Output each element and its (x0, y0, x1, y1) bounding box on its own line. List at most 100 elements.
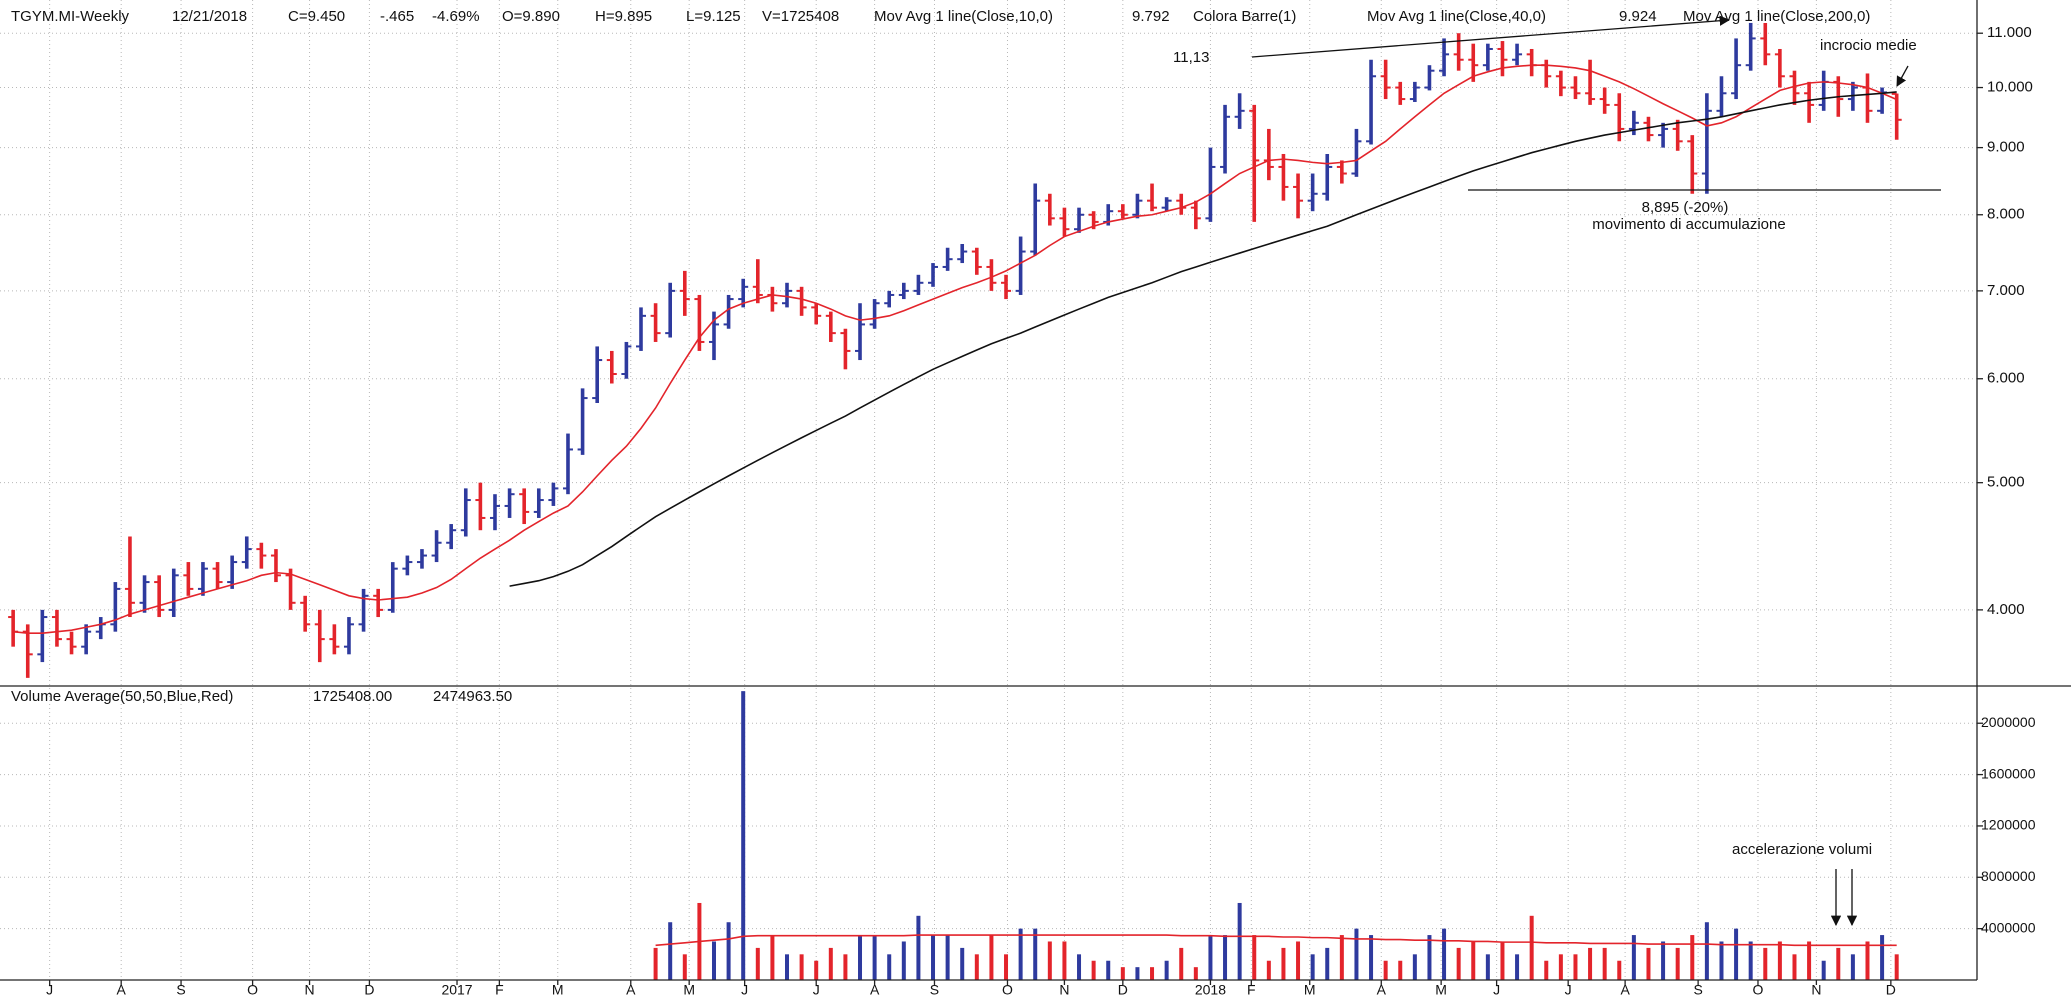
y-tick-label: 1600000 (1981, 765, 2036, 781)
annotation-arrow (1251, 15, 1731, 58)
volume-bar (1865, 941, 1870, 980)
volume-bar (872, 935, 877, 980)
volume-bar (1573, 954, 1578, 980)
volume-bar (1894, 954, 1899, 980)
x-tick-label: J (813, 982, 820, 998)
x-tick-label: D (1118, 982, 1128, 998)
annotation-arrow (1896, 65, 1909, 87)
x-tick-label: S (930, 982, 939, 998)
header-text: -.465 (380, 8, 414, 25)
x-tick-label: M (1435, 982, 1447, 998)
x-tick-label: O (1753, 982, 1764, 998)
x-tick-label: S (176, 982, 185, 998)
volume-bar (1237, 902, 1242, 980)
volume-bar (1690, 935, 1695, 980)
volume-bar (1836, 947, 1841, 980)
volume-bar (1150, 967, 1155, 980)
x-tick-label: N (1811, 982, 1821, 998)
volume-bar (1471, 941, 1476, 980)
annotation: incrocio medie (1820, 37, 1917, 54)
volume-bar (1281, 947, 1286, 980)
volume-bar (1223, 935, 1228, 980)
volume-bar (1208, 935, 1213, 980)
y-tick-label: 9.000 (1987, 139, 2025, 156)
volume-bar (960, 947, 965, 980)
volume-bar (1077, 954, 1082, 980)
volume-bar (668, 922, 673, 980)
volume-bar (1763, 947, 1768, 980)
volume-bar (1033, 928, 1038, 980)
volume-bar (1310, 954, 1315, 980)
volume-bar (1339, 935, 1344, 980)
volume-bar (1120, 967, 1125, 980)
volume-bar (755, 947, 760, 980)
volume-bar (653, 947, 658, 980)
header-text: 2474963.50 (433, 688, 512, 705)
volume-bar (1296, 941, 1301, 980)
header-text: Colora Barre(1) (1193, 8, 1296, 25)
x-tick-label: M (552, 982, 564, 998)
y-tick-label: 8000000 (1981, 868, 2036, 884)
header-text: Mov Avg 1 line(Close,10,0) (874, 8, 1053, 25)
volume-bar (1047, 941, 1052, 980)
x-tick-label: 2017 (441, 982, 472, 998)
volume-bar (1193, 967, 1198, 980)
volume-bar (1427, 935, 1432, 980)
volume-bar (1106, 960, 1111, 980)
volume-bar (1515, 954, 1520, 980)
x-tick-label: D (364, 982, 374, 998)
volume-bar (1646, 947, 1651, 980)
volume-bar (1004, 954, 1009, 980)
volume-bar (1748, 941, 1753, 980)
y-tick-label: 10.000 (1987, 79, 2033, 96)
grid (0, 0, 1977, 980)
volume-bar (858, 935, 863, 980)
header-text: -4.69% (432, 8, 480, 25)
x-tick-label: F (495, 982, 504, 998)
volume-bar (945, 935, 950, 980)
marks (8, 22, 1902, 980)
volume-bar (1631, 935, 1636, 980)
plot-background (0, 0, 1977, 980)
volume-bar (1500, 941, 1505, 980)
volume-bar (1588, 947, 1593, 980)
header-text: Mov Avg 1 line(Close,40,0) (1367, 8, 1546, 25)
volume-bar (901, 941, 906, 980)
y-tick-label: 5.000 (1987, 474, 2025, 491)
header-text: H=9.895 (595, 8, 652, 25)
x-tick-label: O (1002, 982, 1013, 998)
volume-bar (828, 947, 833, 980)
x-tick-label: A (117, 982, 127, 998)
y-tick-label: 4.000 (1987, 601, 2025, 618)
header-text: 12/21/2018 (172, 8, 247, 25)
y-tick-label: 4000000 (1981, 919, 2036, 935)
moving-average (509, 91, 1897, 587)
header-text: C=9.450 (288, 8, 345, 25)
header-text: TGYM.MI-Weekly (11, 8, 130, 25)
volume-bar (843, 954, 848, 980)
y-tick-label: 8.000 (1987, 206, 2025, 223)
volume-bar (682, 954, 687, 980)
volume-bar (785, 954, 790, 980)
header-text: Mov Avg 1 line(Close,200,0) (1683, 8, 1870, 25)
volume-bar (1777, 941, 1782, 980)
header-text: L=9.125 (686, 8, 741, 25)
volume-bar (1821, 960, 1826, 980)
volume-bar (1412, 954, 1417, 980)
volume-average (655, 934, 1897, 947)
volume-bar (1442, 928, 1447, 980)
header-text: O=9.890 (502, 8, 560, 25)
x-tick-label: A (1377, 982, 1387, 998)
x-tick-label: J (1493, 982, 1500, 998)
y-tick-label: 1200000 (1981, 817, 2036, 833)
x-tick-label: M (1304, 982, 1316, 998)
volume-bar (1091, 960, 1096, 980)
x-tick-label: M (683, 982, 695, 998)
volume-bar (1602, 947, 1607, 980)
x-tick-label: S (1693, 982, 1702, 998)
volume-bar (711, 941, 716, 980)
x-tick-label: 2018 (1195, 982, 1226, 998)
volume-bar (1179, 947, 1184, 980)
volume-bar (1675, 947, 1680, 980)
